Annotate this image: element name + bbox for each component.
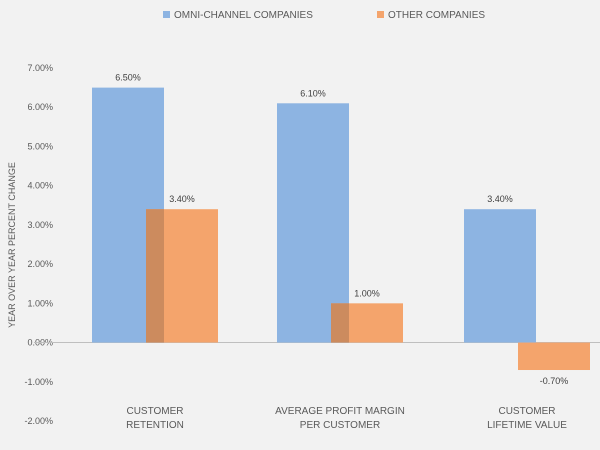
data-label: 1.00%	[354, 288, 380, 298]
y-tick-label: 3.00%	[27, 220, 53, 230]
category-labels: CUSTOMER RETENTION AVERAGE PROFIT MARGIN PE…	[126, 406, 567, 431]
data-label: -0.70%	[540, 376, 569, 386]
legend-label: OMNI-CHANNEL COMPANIES	[174, 10, 313, 21]
y-axis-ticks: 7.00%6.00%5.00%4.00%3.00%2.00%1.00%0.00%…	[24, 63, 53, 426]
y-tick-label: 2.00%	[27, 259, 53, 269]
data-labels: 6.50% 3.40% 6.10% 1.00% 3.40% -0.70%	[115, 73, 568, 386]
data-label: 6.10%	[300, 88, 326, 98]
bar-omni-channel-2	[464, 209, 536, 343]
y-tick-label: 6.00%	[27, 102, 53, 112]
category-label: RETENTION	[126, 420, 184, 431]
data-label: 3.40%	[169, 194, 195, 204]
bar-omni-channel-1	[277, 103, 349, 343]
bars	[92, 87, 590, 371]
category-label: CUSTOMER	[498, 406, 555, 417]
bar-overlap-1	[331, 303, 349, 343]
category-label: PER CUSTOMER	[300, 420, 380, 431]
y-tick-label: 7.00%	[27, 63, 53, 73]
category-label: AVERAGE PROFIT MARGIN	[275, 406, 405, 417]
data-label: 3.40%	[487, 194, 513, 204]
y-axis-title: YEAR OVER YEAR PERCENT CHANGE	[7, 162, 17, 328]
y-tick-label: 5.00%	[27, 141, 53, 151]
legend: OMNI-CHANNEL COMPANIES OTHER COMPANIES	[163, 10, 485, 21]
y-tick-label: -1.00%	[24, 377, 53, 387]
legend-swatch	[377, 11, 384, 18]
bar-overlap-0	[146, 209, 164, 343]
legend-label: OTHER COMPANIES	[388, 10, 485, 21]
data-label: 6.50%	[115, 73, 141, 83]
bar-other-2	[518, 342, 590, 371]
legend-swatch	[163, 11, 170, 18]
y-tick-label: 4.00%	[27, 181, 53, 191]
y-tick-label: 1.00%	[27, 298, 53, 308]
y-tick-label: -2.00%	[24, 416, 53, 426]
category-label: CUSTOMER	[126, 406, 183, 417]
category-label: LIFETIME VALUE	[487, 420, 567, 431]
